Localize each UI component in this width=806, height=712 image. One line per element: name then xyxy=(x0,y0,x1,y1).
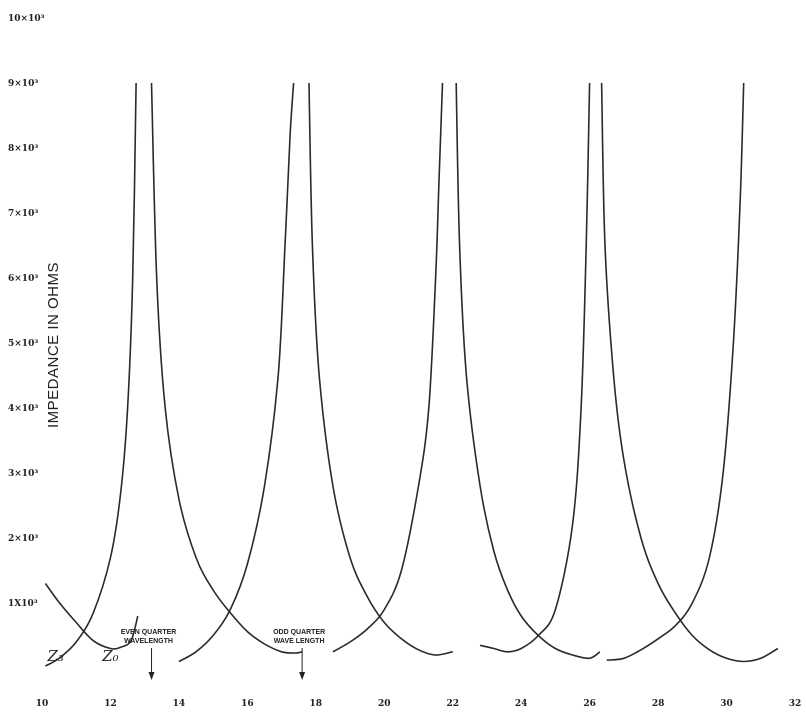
series-line-curve-7 xyxy=(479,82,591,653)
x-tick-label: 16 xyxy=(241,699,254,709)
annotation-arrowhead xyxy=(299,672,306,680)
series-line-curve-4 xyxy=(308,82,453,656)
y-tick-label: 6×10³ xyxy=(8,274,38,284)
series-line-curve-3 xyxy=(178,82,295,663)
annotation-odd-quarter: ODD QUARTER WAVE LENGTH xyxy=(273,629,325,645)
impedance-curves xyxy=(44,82,779,667)
chart-annotations: EVEN QUARTER WAVELENGTH ODD QUARTER WAVE LE… xyxy=(46,629,325,680)
y-tick-label: 10×10³ xyxy=(8,14,45,24)
series-line-curve-9 xyxy=(606,82,745,661)
y-tick-label: 5×10³ xyxy=(8,339,38,349)
x-tick-label: 20 xyxy=(378,699,391,709)
x-tick-label: 32 xyxy=(789,699,802,709)
x-tick-label: 26 xyxy=(583,699,596,709)
annotation-arrowhead xyxy=(148,672,155,680)
y-tick-label: 3×10³ xyxy=(8,469,38,479)
x-tick-label: 12 xyxy=(104,699,117,709)
x-tick-label: 18 xyxy=(310,699,323,709)
y-tick-label: 8×10³ xyxy=(8,144,38,154)
y-axis-tick-labels: 1X10³ 2×10³ 3×10³ 4×10³ 5×10³ 6×10³ 7×10³ 8×10³… xyxy=(8,14,45,609)
x-tick-label: 28 xyxy=(652,699,665,709)
y-tick-label: 4×10³ xyxy=(8,404,38,414)
series-line-curve-5 xyxy=(332,82,444,653)
x-tick-label: 22 xyxy=(446,699,459,709)
series-line-curve-2 xyxy=(150,82,303,654)
x-axis-tick-labels: 10 12 14 16 18 20 22 24 26 28 30 32 xyxy=(36,699,802,709)
y-tick-label: 1X10³ xyxy=(8,599,38,609)
annotation-even-quarter: EVEN QUARTER WAVELENGTH xyxy=(121,629,177,645)
series-line-curve-1 xyxy=(45,82,137,667)
x-tick-label: 24 xyxy=(515,699,528,709)
y-tick-label: 2×10³ xyxy=(8,534,38,544)
series-line-curve-8 xyxy=(600,82,779,663)
y-axis-label: IMPEDANCE IN OHMS xyxy=(45,262,62,428)
x-tick-label: 10 xyxy=(36,699,49,709)
y-tick-label: 7×10³ xyxy=(8,209,38,219)
x-tick-label: 30 xyxy=(720,699,733,709)
series-line-Z3 xyxy=(44,583,139,650)
curve-label: Z₃ xyxy=(46,647,63,665)
y-tick-label: 9×10³ xyxy=(8,79,38,89)
series-line-curve-6 xyxy=(455,82,601,660)
curve-label: Z₀ xyxy=(101,647,118,665)
x-tick-label: 14 xyxy=(173,699,186,709)
